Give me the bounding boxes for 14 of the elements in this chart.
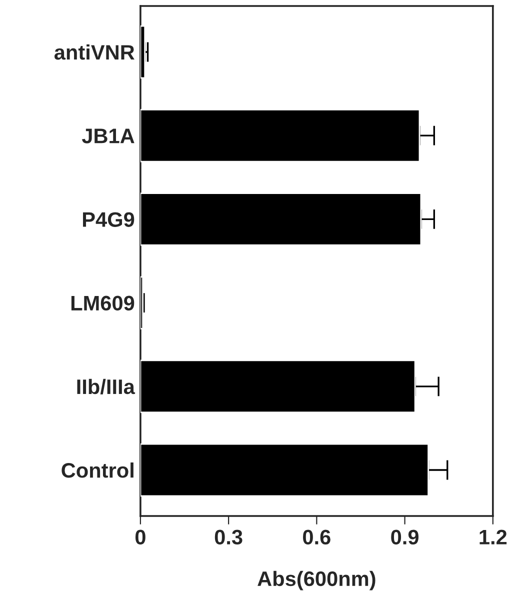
x-tick-label: 0.6 (303, 530, 330, 544)
y-tick-label: IIb/IIIa (77, 378, 136, 394)
bar (140, 25, 146, 79)
y-tick-label: antiVNR (54, 44, 134, 60)
x-axis-title: Abs(600nm) (258, 570, 376, 590)
y-tick-label: LM609 (71, 296, 134, 311)
x-tick-label: 0.9 (391, 530, 418, 544)
x-tick-label: 0 (135, 530, 146, 544)
bar (140, 276, 144, 330)
x-tick-label: 0.3 (214, 530, 242, 545)
y-tick-label: JB1A (82, 128, 134, 144)
y-tick-label: Control (62, 462, 134, 478)
y-tick-label: P4G9 (83, 212, 134, 227)
x-tick-label: 1.2 (480, 530, 507, 544)
